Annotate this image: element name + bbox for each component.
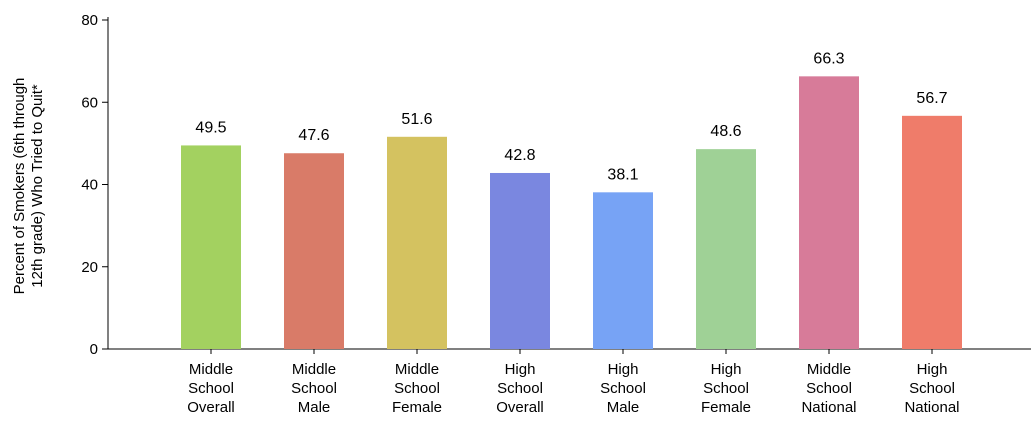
- category-label: High: [917, 361, 948, 378]
- bar: [181, 145, 241, 349]
- category-label: Male: [298, 399, 331, 416]
- category-label: School: [806, 380, 852, 397]
- y-tick-label: 60: [81, 94, 98, 111]
- category-label: Middle: [395, 361, 439, 378]
- y-tick-label: 80: [81, 12, 98, 29]
- data-label: 51.6: [401, 111, 432, 128]
- category-label: Female: [392, 399, 442, 416]
- category-label: Middle: [807, 361, 851, 378]
- bar: [490, 172, 550, 349]
- bar: [284, 153, 344, 349]
- category-label: Overall: [187, 399, 235, 416]
- category-label: Male: [607, 399, 640, 416]
- category-label: High: [711, 361, 742, 378]
- y-axis-title: Percent of Smokers (6th through 12th grad…: [11, 78, 46, 295]
- category-label: National: [904, 399, 959, 416]
- category-label: School: [703, 380, 749, 397]
- y-axis: 0 20 40 60 80: [81, 12, 109, 358]
- bar: [902, 115, 962, 349]
- bar: [593, 192, 653, 349]
- data-label: 66.3: [813, 50, 844, 67]
- data-label: 42.8: [504, 147, 535, 164]
- bar: [387, 136, 447, 349]
- category-label: Middle: [189, 361, 233, 378]
- y-axis-title-line: Percent of Smokers (6th through: [11, 78, 28, 295]
- category-label: School: [600, 380, 646, 397]
- data-label: 47.6: [298, 127, 329, 144]
- data-label: 38.1: [607, 166, 638, 183]
- category-label: Middle: [292, 361, 336, 378]
- category-label: School: [291, 380, 337, 397]
- bar: [696, 149, 756, 349]
- y-tick-label: 20: [81, 259, 98, 276]
- category-label: High: [505, 361, 536, 378]
- bars: [181, 76, 962, 349]
- bar: [799, 76, 859, 349]
- category-label: National: [801, 399, 856, 416]
- y-tick-label: 0: [90, 341, 98, 358]
- category-label: High: [608, 361, 639, 378]
- category-label: School: [188, 380, 234, 397]
- y-tick-label: 40: [81, 177, 98, 194]
- y-axis-title-line: 12th grade) Who Tried to Quit*: [29, 84, 46, 288]
- data-label: 48.6: [710, 123, 741, 140]
- data-label: 49.5: [195, 119, 226, 136]
- category-label: School: [497, 380, 543, 397]
- category-label: School: [909, 380, 955, 397]
- data-labels: 49.5 47.6 51.6 42.8 38.1 48.6 66.3 56.7: [195, 50, 947, 183]
- category-label: School: [394, 380, 440, 397]
- data-label: 56.7: [916, 90, 947, 107]
- category-label: Female: [701, 399, 751, 416]
- category-label: Overall: [496, 399, 544, 416]
- category-labels: Middle School Overall Middle School Male Middl…: [187, 349, 960, 416]
